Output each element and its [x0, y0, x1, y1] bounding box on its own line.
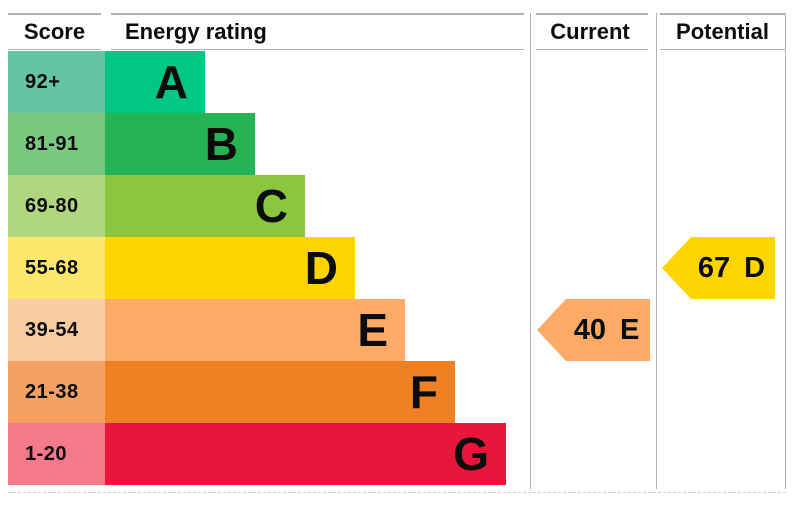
band-row-c: 69-80 C	[8, 175, 506, 237]
header-potential: Potential	[676, 19, 769, 44]
band-bar: D	[105, 237, 355, 299]
band-row-e: 39-54 E	[8, 299, 506, 361]
header-bottom-border	[536, 49, 648, 50]
current-rating-arrow: 40 E	[537, 299, 650, 361]
band-bar: A	[105, 51, 205, 113]
table-border-right	[785, 13, 786, 489]
header-bottom-border	[111, 49, 524, 50]
band-letter: A	[154, 56, 188, 108]
band-row-f: 21-38 F	[8, 361, 506, 423]
band-bar: F	[105, 361, 455, 423]
band-letter: B	[204, 118, 238, 170]
header-bottom-border	[660, 49, 785, 50]
band-row-g: 1-20 G	[8, 423, 506, 485]
band-letter: D	[304, 242, 338, 294]
band-letter: G	[453, 428, 489, 480]
band-row-d: 55-68 D	[8, 237, 506, 299]
band-bar: C	[105, 175, 305, 237]
potential-rating-arrow: 67 D	[662, 237, 775, 299]
header-bottom-border	[8, 49, 101, 50]
band-score-range: 92+	[8, 51, 105, 113]
band-score-range: 55-68	[8, 237, 105, 299]
band-letter: C	[254, 180, 288, 232]
band-score-range: 39-54	[8, 299, 105, 361]
header-energy-rating: Energy rating	[125, 19, 267, 44]
table-border-top	[660, 13, 785, 15]
header-score: Score	[23, 19, 86, 44]
band-bar: B	[105, 113, 255, 175]
band-row-b: 81-91 B	[8, 113, 506, 175]
band-letter: F	[409, 366, 438, 418]
current-score-value: 40	[573, 313, 606, 346]
table-border-top	[111, 13, 524, 15]
rating-bands: 92+ A 81-91 B 69-80 C 55-68 D 39-54 E 21…	[8, 51, 506, 485]
column-divider-potential	[656, 13, 657, 489]
column-divider-current	[530, 13, 531, 489]
band-bar: E	[105, 299, 405, 361]
band-row-a: 92+ A	[8, 51, 506, 113]
band-score-range: 69-80	[8, 175, 105, 237]
table-border-top	[536, 13, 648, 15]
header-current: Current	[550, 19, 630, 44]
table-border-top	[8, 13, 101, 15]
band-bar: G	[105, 423, 506, 485]
band-score-range: 1-20	[8, 423, 105, 485]
current-rating-letter: E	[619, 313, 640, 346]
potential-score-value: 67	[697, 251, 731, 284]
band-score-range: 81-91	[8, 113, 105, 175]
table-border-bottom	[8, 492, 786, 493]
potential-rating-letter: D	[744, 251, 766, 284]
band-letter: E	[357, 304, 388, 356]
epc-energy-rating-chart: Score Energy rating Current Potential 92…	[8, 13, 787, 498]
band-score-range: 21-38	[8, 361, 105, 423]
